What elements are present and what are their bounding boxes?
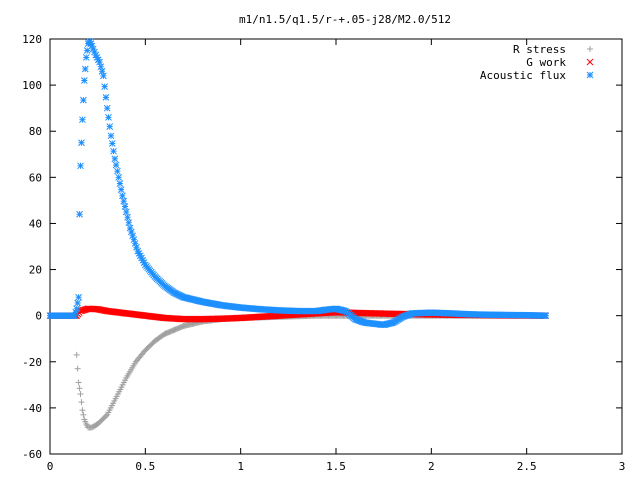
x-tick-label: 0.5: [135, 460, 155, 473]
data-point: [75, 293, 82, 301]
data-point: [93, 54, 101, 61]
data-point: [81, 65, 89, 73]
data-point: [78, 139, 85, 147]
legend-label: G work: [526, 56, 566, 69]
data-point: [111, 155, 119, 163]
data-point: [80, 96, 87, 104]
data-point: [542, 312, 550, 320]
data-point: [97, 63, 105, 71]
data-point: [76, 385, 83, 392]
data-point: [103, 412, 110, 419]
legend-marker: [586, 71, 594, 79]
data-point: [116, 180, 124, 187]
data-point: [117, 186, 125, 193]
x-tick-label: 0: [47, 460, 54, 473]
y-tick-label: 100: [22, 79, 42, 92]
y-axis-tick-labels: -60 -40 -20 0 20 40 60 80 100 120: [22, 33, 42, 461]
data-point: [107, 132, 115, 140]
data-point: [110, 147, 117, 155]
data-point: [80, 77, 88, 84]
data-point: [75, 379, 82, 386]
data-point: [96, 58, 103, 66]
legend-label: Acoustic flux: [480, 69, 566, 82]
data-point: [78, 399, 85, 406]
series-r-stress: [47, 312, 549, 431]
data-point: [130, 236, 138, 243]
legend-marker: [587, 46, 593, 52]
x-axis-tick-labels: 0 0.5 1 1.5 2 2.5 3: [47, 460, 626, 473]
data-point: [73, 305, 81, 313]
y-tick-label: 120: [22, 33, 42, 46]
data-point: [108, 140, 116, 147]
y-tick-label: -20: [22, 356, 42, 369]
data-point: [120, 197, 128, 205]
data-point: [125, 219, 133, 227]
data-point: [124, 213, 131, 221]
legend-marker: [586, 58, 594, 66]
y-tick-label: 20: [29, 264, 42, 277]
y-tick-label: 80: [29, 125, 42, 138]
data-point: [119, 192, 126, 200]
data-point: [98, 67, 106, 75]
data-point: [121, 203, 129, 210]
data-point: [103, 104, 111, 112]
data-point: [77, 391, 84, 398]
x-tick-label: 3: [619, 460, 626, 473]
x-tick-label: 2.5: [517, 460, 537, 473]
y-tick-label: 60: [29, 171, 42, 184]
data-point: [112, 161, 120, 169]
data-point: [115, 173, 122, 181]
y-tick-label: -60: [22, 448, 42, 461]
data-point: [76, 210, 83, 218]
legend-label: R stress: [513, 43, 566, 56]
data-point: [74, 365, 81, 372]
data-point: [74, 299, 82, 307]
y-tick-label: 0: [35, 310, 42, 323]
data-point: [79, 407, 86, 414]
data-point: [79, 116, 86, 124]
data-point: [101, 83, 109, 91]
y-tick-label: -40: [22, 402, 42, 415]
data-point: [73, 351, 80, 358]
axis-ticks: [49, 38, 623, 455]
data-point: [106, 123, 114, 130]
data-point: [82, 54, 90, 61]
data-point: [80, 411, 87, 418]
data-point: [102, 94, 110, 101]
data-point: [105, 114, 112, 121]
x-tick-label: 1.5: [326, 460, 346, 473]
x-tick-label: 1: [237, 460, 244, 473]
series-layer: [46, 37, 550, 431]
data-point: [122, 208, 130, 216]
data-point: [100, 72, 107, 80]
chart-title: m1/n1.5/q1.5/r-+.05-j28/M2.0/512: [239, 13, 451, 26]
data-point: [114, 167, 121, 175]
x-tick-label: 2: [428, 460, 435, 473]
data-point: [77, 162, 84, 170]
series-acoustic-flux: [46, 37, 550, 329]
y-tick-label: 40: [29, 217, 42, 230]
